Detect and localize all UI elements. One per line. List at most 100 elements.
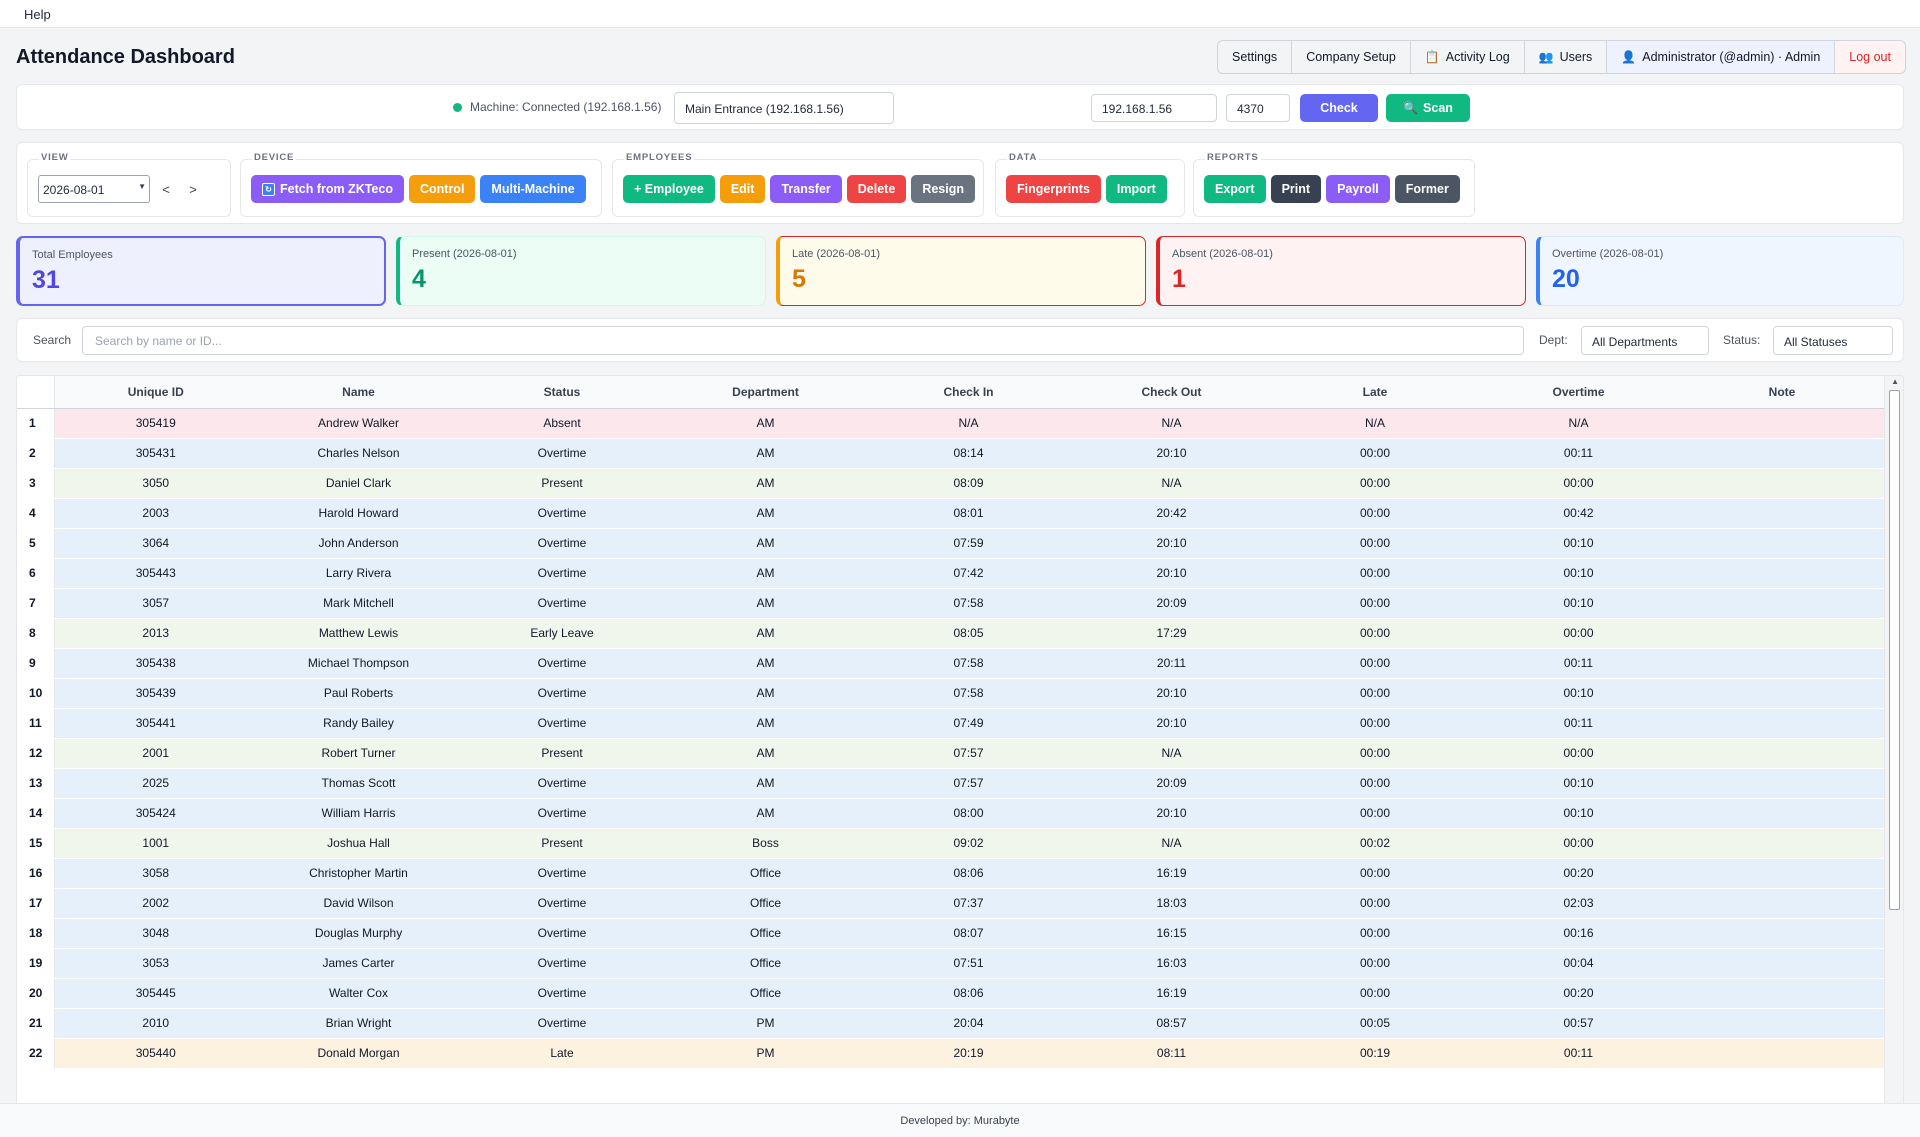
total-employees-card[interactable]: Total Employees 31 [16, 236, 386, 306]
multi-machine-button[interactable]: Multi-Machine [480, 175, 586, 203]
users-button[interactable]: 👥 Users [1523, 40, 1607, 74]
vertical-scrollbar[interactable]: ▲ ▼ [1884, 376, 1903, 1113]
scroll-up-icon[interactable]: ▲ [1891, 377, 1899, 386]
check-in-cell: 20:04 [867, 1008, 1070, 1039]
column-header[interactable]: Check In [867, 376, 1070, 409]
table-row[interactable]: 11 305441 Randy Bailey Overtime AM 07:49 20:10… [17, 708, 1884, 739]
table-row[interactable]: 10 305439 Paul Roberts Overtime AM 07:58 20:10… [17, 678, 1884, 709]
table-row[interactable]: 9 305438 Michael Thompson Overtime AM 07:58 20… [17, 648, 1884, 679]
transfer-button[interactable]: Transfer [770, 175, 842, 203]
check-out-cell: N/A [1070, 828, 1273, 859]
late-card[interactable]: Late (2026-08-01) 5 [776, 236, 1146, 306]
edit-button[interactable]: Edit [719, 175, 766, 203]
table-row[interactable]: 3 3050 Daniel Clark Present AM 08:09 N/A 00:00 0… [17, 468, 1884, 499]
column-header[interactable]: Unique ID [54, 376, 257, 409]
column-header[interactable]: Department [664, 376, 867, 409]
table-row[interactable]: 8 2013 Matthew Lewis Early Leave AM 08:05 17:2… [17, 618, 1884, 649]
unique-id-cell: 2002 [54, 888, 257, 919]
fetch-label: Fetch from ZKTeco [280, 182, 393, 196]
column-header[interactable]: Name [257, 376, 460, 409]
check-in-cell: 08:09 [867, 468, 1070, 499]
department-select[interactable]: All Departments [1581, 326, 1709, 355]
fetch-zkteco-button[interactable]: ↻ Fetch from ZKTeco [251, 175, 404, 203]
department-cell: AM [664, 408, 867, 439]
print-button[interactable]: Print [1270, 175, 1322, 203]
table-row[interactable]: 20 305445 Walter Cox Overtime Office 08:06 16:… [17, 978, 1884, 1009]
machine-status: Machine: Connected (192.168.1.56) [453, 100, 661, 114]
table-row[interactable]: 2 305431 Charles Nelson Overtime AM 08:14 20:1… [17, 438, 1884, 469]
fingerprints-button[interactable]: Fingerprints [1006, 175, 1101, 203]
column-header[interactable]: Late [1273, 376, 1477, 409]
control-button[interactable]: Control [408, 175, 476, 203]
absent-card[interactable]: Absent (2026-08-01) 1 [1156, 236, 1526, 306]
unique-id-cell: 2013 [54, 618, 257, 649]
import-button[interactable]: Import [1105, 175, 1167, 203]
company-setup-label: Company Setup [1306, 50, 1396, 64]
status-cell: Overtime [460, 528, 664, 559]
connected-status-dot [453, 102, 462, 112]
department-cell: PM [664, 1008, 867, 1039]
row-number: 2 [17, 438, 55, 469]
check-in-cell: 08:06 [867, 978, 1070, 1009]
column-header[interactable]: Note [1680, 376, 1884, 409]
department-cell: Office [664, 918, 867, 949]
check-button[interactable]: Check [1300, 94, 1378, 122]
department-cell: AM [664, 678, 867, 709]
table-row[interactable]: 4 2003 Harold Howard Overtime AM 08:01 20:42 00… [17, 498, 1884, 529]
unique-id-cell: 2025 [54, 768, 257, 799]
check-in-cell: 07:58 [867, 648, 1070, 679]
table-row[interactable]: 18 3048 Douglas Murphy Overtime Office 08:07 1… [17, 918, 1884, 949]
absent-value: 1 [1172, 265, 1186, 293]
note-cell [1680, 618, 1884, 649]
ip-address-input[interactable]: 192.168.1.56 [1091, 94, 1217, 122]
column-header[interactable]: Check Out [1070, 376, 1273, 409]
table-row[interactable]: 12 2001 Robert Turner Present AM 07:57 N/A 00:0… [17, 738, 1884, 769]
note-cell [1680, 498, 1884, 529]
table-row[interactable]: 6 305443 Larry Rivera Overtime AM 07:42 20:10 0… [17, 558, 1884, 589]
previous-day-button[interactable]: < [162, 181, 170, 197]
status-cell: Overtime [460, 978, 664, 1009]
column-header[interactable]: Status [460, 376, 664, 409]
menu-help[interactable]: Help [24, 7, 51, 22]
scrollbar-thumb[interactable] [1889, 390, 1900, 910]
logout-button[interactable]: Log out [1834, 40, 1906, 74]
note-cell [1680, 738, 1884, 769]
delete-button[interactable]: Delete [846, 175, 907, 203]
admin-profile-button[interactable]: 👤 Administrator (@admin) · Admin [1606, 40, 1835, 74]
settings-button[interactable]: Settings [1217, 40, 1292, 74]
resign-button[interactable]: Resign [911, 175, 975, 203]
table-row[interactable]: 22 305440 Donald Morgan Late PM 20:19 08:11 00:… [17, 1038, 1884, 1069]
table-row[interactable]: 16 3058 Christopher Martin Overtime Office 08… [17, 858, 1884, 889]
machine-select[interactable]: Main Entrance (192.168.1.56) [674, 92, 894, 124]
port-input[interactable]: 4370 [1226, 94, 1290, 122]
export-button[interactable]: Export [1204, 175, 1266, 203]
present-card[interactable]: Present (2026-08-01) 4 [396, 236, 766, 306]
column-header[interactable]: Overtime [1477, 376, 1680, 409]
overtime-card[interactable]: Overtime (2026-08-01) 20 [1536, 236, 1904, 306]
company-setup-button[interactable]: Company Setup [1291, 40, 1410, 74]
table-row[interactable]: 5 3064 John Anderson Overtime AM 07:59 20:10 00… [17, 528, 1884, 559]
table-row[interactable]: 14 305424 William Harris Overtime AM 08:00 20:… [17, 798, 1884, 829]
table-row[interactable]: 21 2010 Brian Wright Overtime PM 20:04 08:57 00… [17, 1008, 1884, 1039]
name-cell: Paul Roberts [257, 678, 460, 709]
search-input[interactable] [82, 326, 1524, 355]
reports-group: REPORTS Export Print Payroll Former [1193, 152, 1475, 217]
table-row[interactable]: 7 3057 Mark Mitchell Overtime AM 07:58 20:09 00… [17, 588, 1884, 619]
former-button[interactable]: Former [1394, 175, 1460, 203]
table-row[interactable]: 17 2002 David Wilson Overtime Office 07:37 18:… [17, 888, 1884, 919]
table-row[interactable]: 19 3053 James Carter Overtime Office 07:51 16:… [17, 948, 1884, 979]
table-row[interactable]: 15 1001 Joshua Hall Present Boss 09:02 N/A 00:0… [17, 828, 1884, 859]
table-row[interactable]: 1 305419 Andrew Walker Absent AM N/A N/A N/A N/A [17, 408, 1884, 439]
next-day-button[interactable]: > [189, 181, 197, 197]
table-row[interactable]: 13 2025 Thomas Scott Overtime AM 07:57 20:09 00… [17, 768, 1884, 799]
note-cell [1680, 858, 1884, 889]
status-select[interactable]: All Statuses [1773, 326, 1893, 355]
payroll-button[interactable]: Payroll [1326, 175, 1390, 203]
activity-log-button[interactable]: 📋 Activity Log [1409, 40, 1524, 74]
department-cell: AM [664, 738, 867, 769]
date-picker[interactable]: 2026-08-01 ▼ [38, 175, 150, 203]
add-employee-button[interactable]: + Employee [623, 175, 715, 203]
footer: Developed by: Murabyte [0, 1103, 1920, 1137]
late-cell: 00:00 [1273, 558, 1477, 589]
scan-button[interactable]: 🔍 Scan [1386, 94, 1470, 122]
